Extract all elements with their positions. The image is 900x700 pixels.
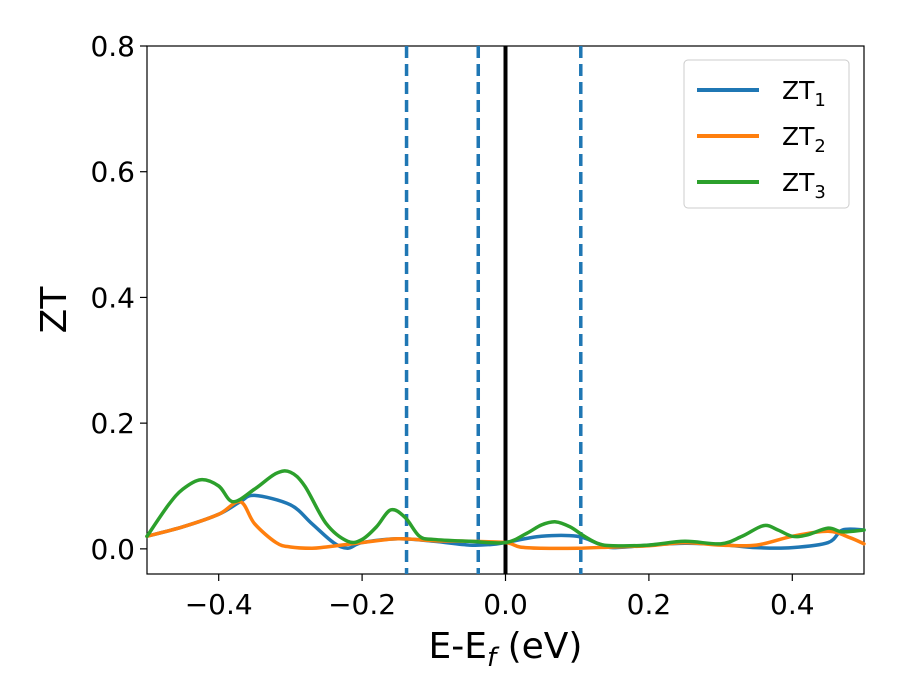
x-axis-label-main: E-E: [429, 626, 487, 667]
legend-label-zt3: ZT3: [782, 168, 826, 203]
y-tick-label: 0.4: [90, 281, 135, 314]
x-axis-label: E-Ef (eV): [429, 626, 583, 673]
x-axis-label-unit: (eV): [496, 626, 582, 667]
x-tick-label: 0.4: [770, 588, 815, 621]
x-tick-label: 0.2: [627, 588, 672, 621]
legend-label-subscript: 3: [814, 182, 825, 203]
legend-label-subscript: 2: [814, 136, 825, 157]
legend-label-subscript: 1: [814, 90, 825, 111]
x-axis-ticks: −0.4 −0.2 0.0 0.2 0.4: [185, 574, 815, 621]
y-tick-label: 0.6: [90, 156, 135, 189]
legend-label-zt1: ZT1: [782, 76, 826, 111]
legend-label-main: ZT: [782, 168, 815, 197]
legend-label-main: ZT: [782, 76, 815, 105]
y-axis-label: ZT: [34, 286, 75, 334]
vertical-reference-lines: [404, 46, 583, 574]
y-axis-ticks: 0.0 0.2 0.4 0.6 0.8: [90, 30, 147, 566]
x-tick-label: −0.2: [328, 588, 396, 621]
series-lines: [145, 469, 866, 551]
x-tick-label: −0.4: [185, 588, 253, 621]
legend-box: [683, 59, 850, 209]
y-tick-label: 0.0: [90, 533, 135, 566]
series-line-zt3: [145, 469, 866, 548]
legend-label-main: ZT: [782, 122, 815, 151]
x-tick-label: 0.0: [483, 588, 528, 621]
plot-area: −0.4 −0.2 0.0 0.2 0.4 0.0 0.2 0.4 0.6 0.8: [90, 30, 866, 621]
y-tick-label: 0.2: [90, 407, 135, 440]
y-tick-label: 0.8: [90, 30, 135, 63]
legend-label-zt2: ZT2: [782, 122, 826, 157]
